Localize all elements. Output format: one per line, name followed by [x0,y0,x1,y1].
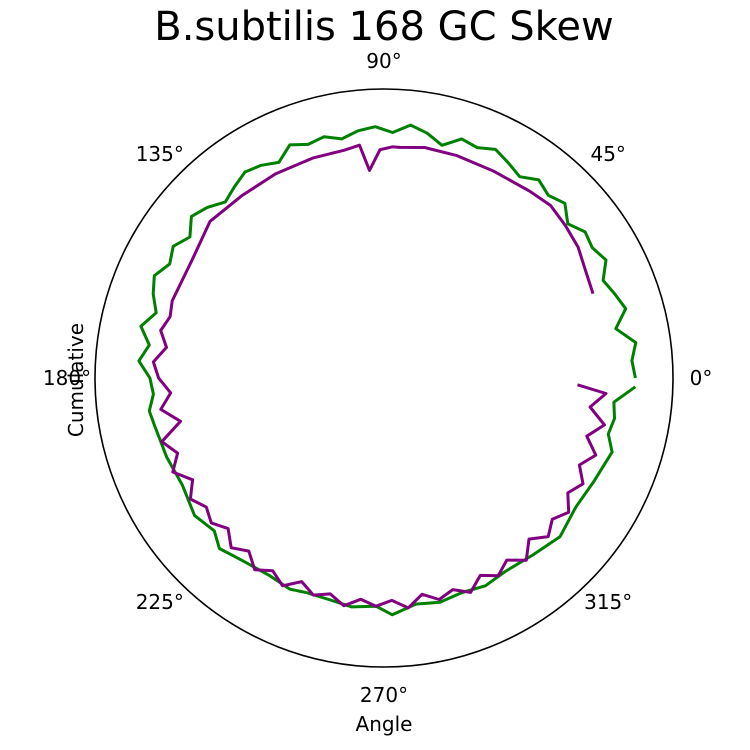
angle-tick-label-0: 0° [690,366,713,390]
angle-tick-label-90: 90° [366,49,401,73]
polar-frame [94,88,674,668]
y-axis-label: Cumulative [64,323,88,437]
angle-tick-labels: 0° 45° 90° 135° 180° 225° 270° 315° [43,49,712,707]
series-layer [137,123,638,617]
series-line-1 [137,123,638,617]
angle-tick-label-270: 270° [360,683,408,707]
x-axis-label: Angle [356,712,413,736]
angle-tick-label-135: 135° [136,142,184,166]
angle-tick-label-45: 45° [590,142,625,166]
series-line-2 [151,143,608,610]
angle-tick-label-180: 180° [43,366,91,390]
angle-tick-label-315: 315° [584,590,632,614]
chart-title: B.subtilis 168 GC Skew [154,4,613,50]
angle-tick-label-225: 225° [136,590,184,614]
